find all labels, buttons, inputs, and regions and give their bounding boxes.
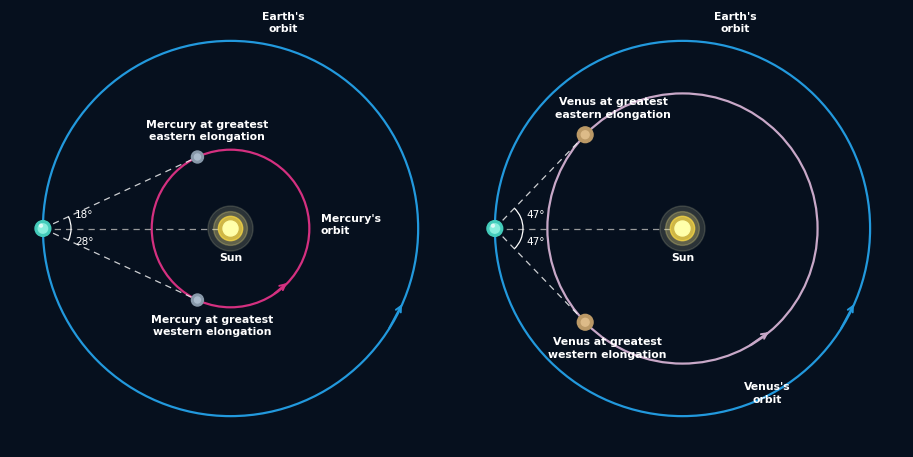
Circle shape — [38, 224, 47, 233]
Text: Mercury's
orbit: Mercury's orbit — [320, 213, 381, 236]
Circle shape — [208, 206, 253, 251]
Circle shape — [670, 216, 695, 241]
Circle shape — [490, 224, 499, 233]
Text: Sun: Sun — [671, 253, 694, 263]
Circle shape — [660, 206, 705, 251]
Text: Venus's
orbit: Venus's orbit — [743, 383, 791, 405]
Circle shape — [218, 216, 243, 241]
Circle shape — [192, 294, 204, 306]
Text: 18°: 18° — [75, 210, 93, 220]
Circle shape — [192, 151, 204, 163]
Circle shape — [194, 154, 201, 160]
Circle shape — [487, 221, 503, 236]
Circle shape — [214, 212, 247, 245]
Circle shape — [675, 221, 690, 236]
Circle shape — [577, 314, 593, 330]
Text: 47°: 47° — [527, 237, 545, 247]
Text: 28°: 28° — [75, 237, 93, 247]
Text: Venus at greatest
eastern elongation: Venus at greatest eastern elongation — [555, 97, 671, 120]
Circle shape — [223, 221, 238, 236]
Circle shape — [35, 221, 51, 236]
Text: Earth's
orbit: Earth's orbit — [714, 11, 757, 34]
Circle shape — [666, 212, 699, 245]
Circle shape — [39, 224, 43, 227]
Text: 47°: 47° — [527, 210, 545, 220]
Circle shape — [582, 131, 589, 138]
Circle shape — [577, 127, 593, 143]
Text: Mercury at greatest
eastern elongation: Mercury at greatest eastern elongation — [146, 120, 268, 142]
Text: Sun: Sun — [219, 253, 242, 263]
Text: Mercury at greatest
western elongation: Mercury at greatest western elongation — [152, 315, 274, 337]
Circle shape — [194, 297, 201, 303]
Text: Venus at greatest
western elongation: Venus at greatest western elongation — [549, 337, 667, 360]
Circle shape — [582, 319, 589, 326]
Text: Earth's
orbit: Earth's orbit — [262, 11, 305, 34]
Circle shape — [491, 224, 495, 227]
